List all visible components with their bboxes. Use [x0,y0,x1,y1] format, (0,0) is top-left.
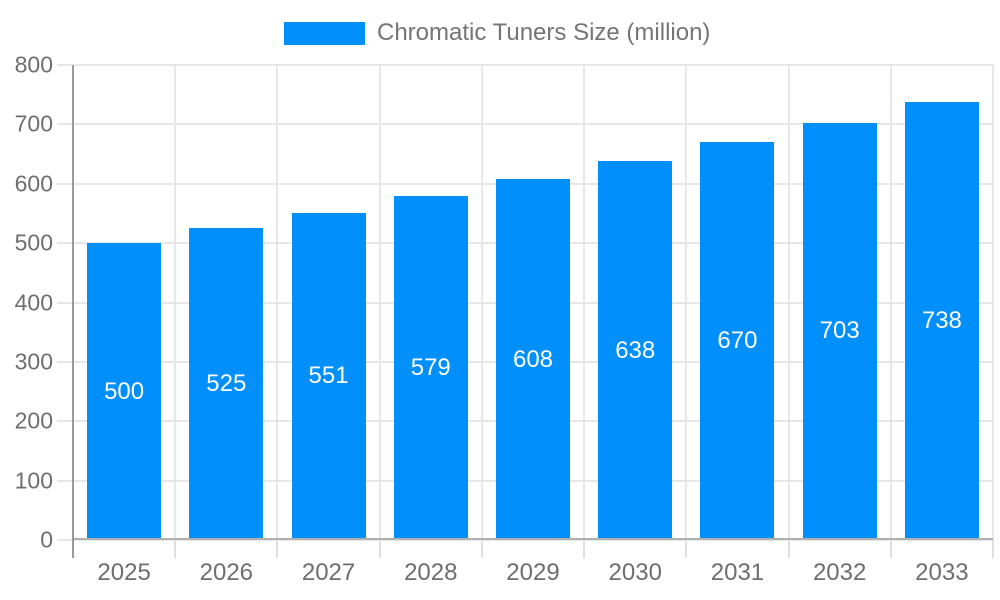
legend-label[interactable]: Chromatic Tuners Size (million) [377,19,711,46]
y-gridline [57,123,993,126]
x-axis-tick-label: 2031 [710,559,765,586]
x-axis-tick [685,540,687,558]
y-axis-tick-label: 300 [14,348,53,375]
x-gridline [276,65,278,540]
y-axis-labels: 0 100 200 300 400 500 600 700 800 [0,52,53,553]
legend-swatch[interactable] [284,21,365,45]
x-axis-tick-label: 2027 [301,559,356,586]
bar-value-label: 579 [410,354,451,382]
x-axis-tick [890,540,892,558]
x-axis-tick [379,540,381,558]
bar-value-label: 670 [717,327,758,355]
y-gridline [57,539,993,541]
bar[interactable]: 638 [598,161,673,540]
legend: Chromatic Tuners Size (million) [284,19,710,47]
y-axis-tick-label: 0 [40,526,53,553]
y-axis-line [72,65,74,558]
x-axis-tick [174,540,176,558]
bar[interactable]: 670 [700,142,775,540]
x-axis-tick [276,540,278,558]
bar[interactable]: 738 [904,101,979,540]
x-axis-tick-label: 2025 [97,559,151,586]
x-gridline [379,65,381,540]
x-axis-line [73,538,993,540]
y-axis-tick-label: 200 [14,407,53,434]
bar[interactable]: 608 [496,179,570,540]
bar[interactable]: 551 [291,212,366,540]
y-axis-tick-label: 800 [14,51,53,78]
x-axis-tick-label: 2032 [812,559,867,586]
bar-value-label: 638 [615,336,656,364]
y-axis-tick-label: 500 [14,229,53,256]
x-axis-tick-label: 2029 [506,559,560,586]
x-axis-labels: 2025 2026 2027 2028 2029 2030 2031 2032 2033 [73,557,993,589]
x-axis-tick-label: 2028 [404,559,458,586]
x-axis-tick [481,540,483,558]
x-gridline [174,65,176,540]
x-axis-tick [788,540,790,558]
y-axis-tick-label: 100 [14,467,53,494]
bar[interactable]: 525 [189,228,264,540]
plot-area: 500 525 551 579 608 638 670 703 738 [57,64,994,558]
x-gridline [481,65,483,540]
x-axis-tick [583,540,585,558]
y-axis-tick-label: 700 [14,110,53,137]
y-axis-tick-label: 600 [14,170,53,197]
bar-value-label: 738 [921,306,962,334]
bar[interactable]: 579 [393,196,468,540]
bar-value-label: 703 [819,317,860,345]
x-axis-tick-label: 2033 [915,559,969,586]
bar-value-label: 608 [512,345,554,373]
bar-value-label: 525 [206,370,247,398]
x-gridline [788,65,790,540]
bar[interactable]: 500 [87,243,162,540]
x-gridline [583,65,585,540]
y-axis-tick-label: 400 [14,289,53,315]
x-axis-tick [992,540,994,558]
x-gridline [890,65,892,540]
y-gridline [57,64,993,66]
bar[interactable]: 703 [802,122,877,540]
x-gridline [992,65,994,540]
bar-value-label: 500 [104,377,145,405]
bar-value-label: 551 [308,362,349,390]
x-axis-tick-label: 2030 [608,559,662,586]
x-axis-tick-label: 2026 [199,559,254,586]
x-gridline [685,65,687,540]
